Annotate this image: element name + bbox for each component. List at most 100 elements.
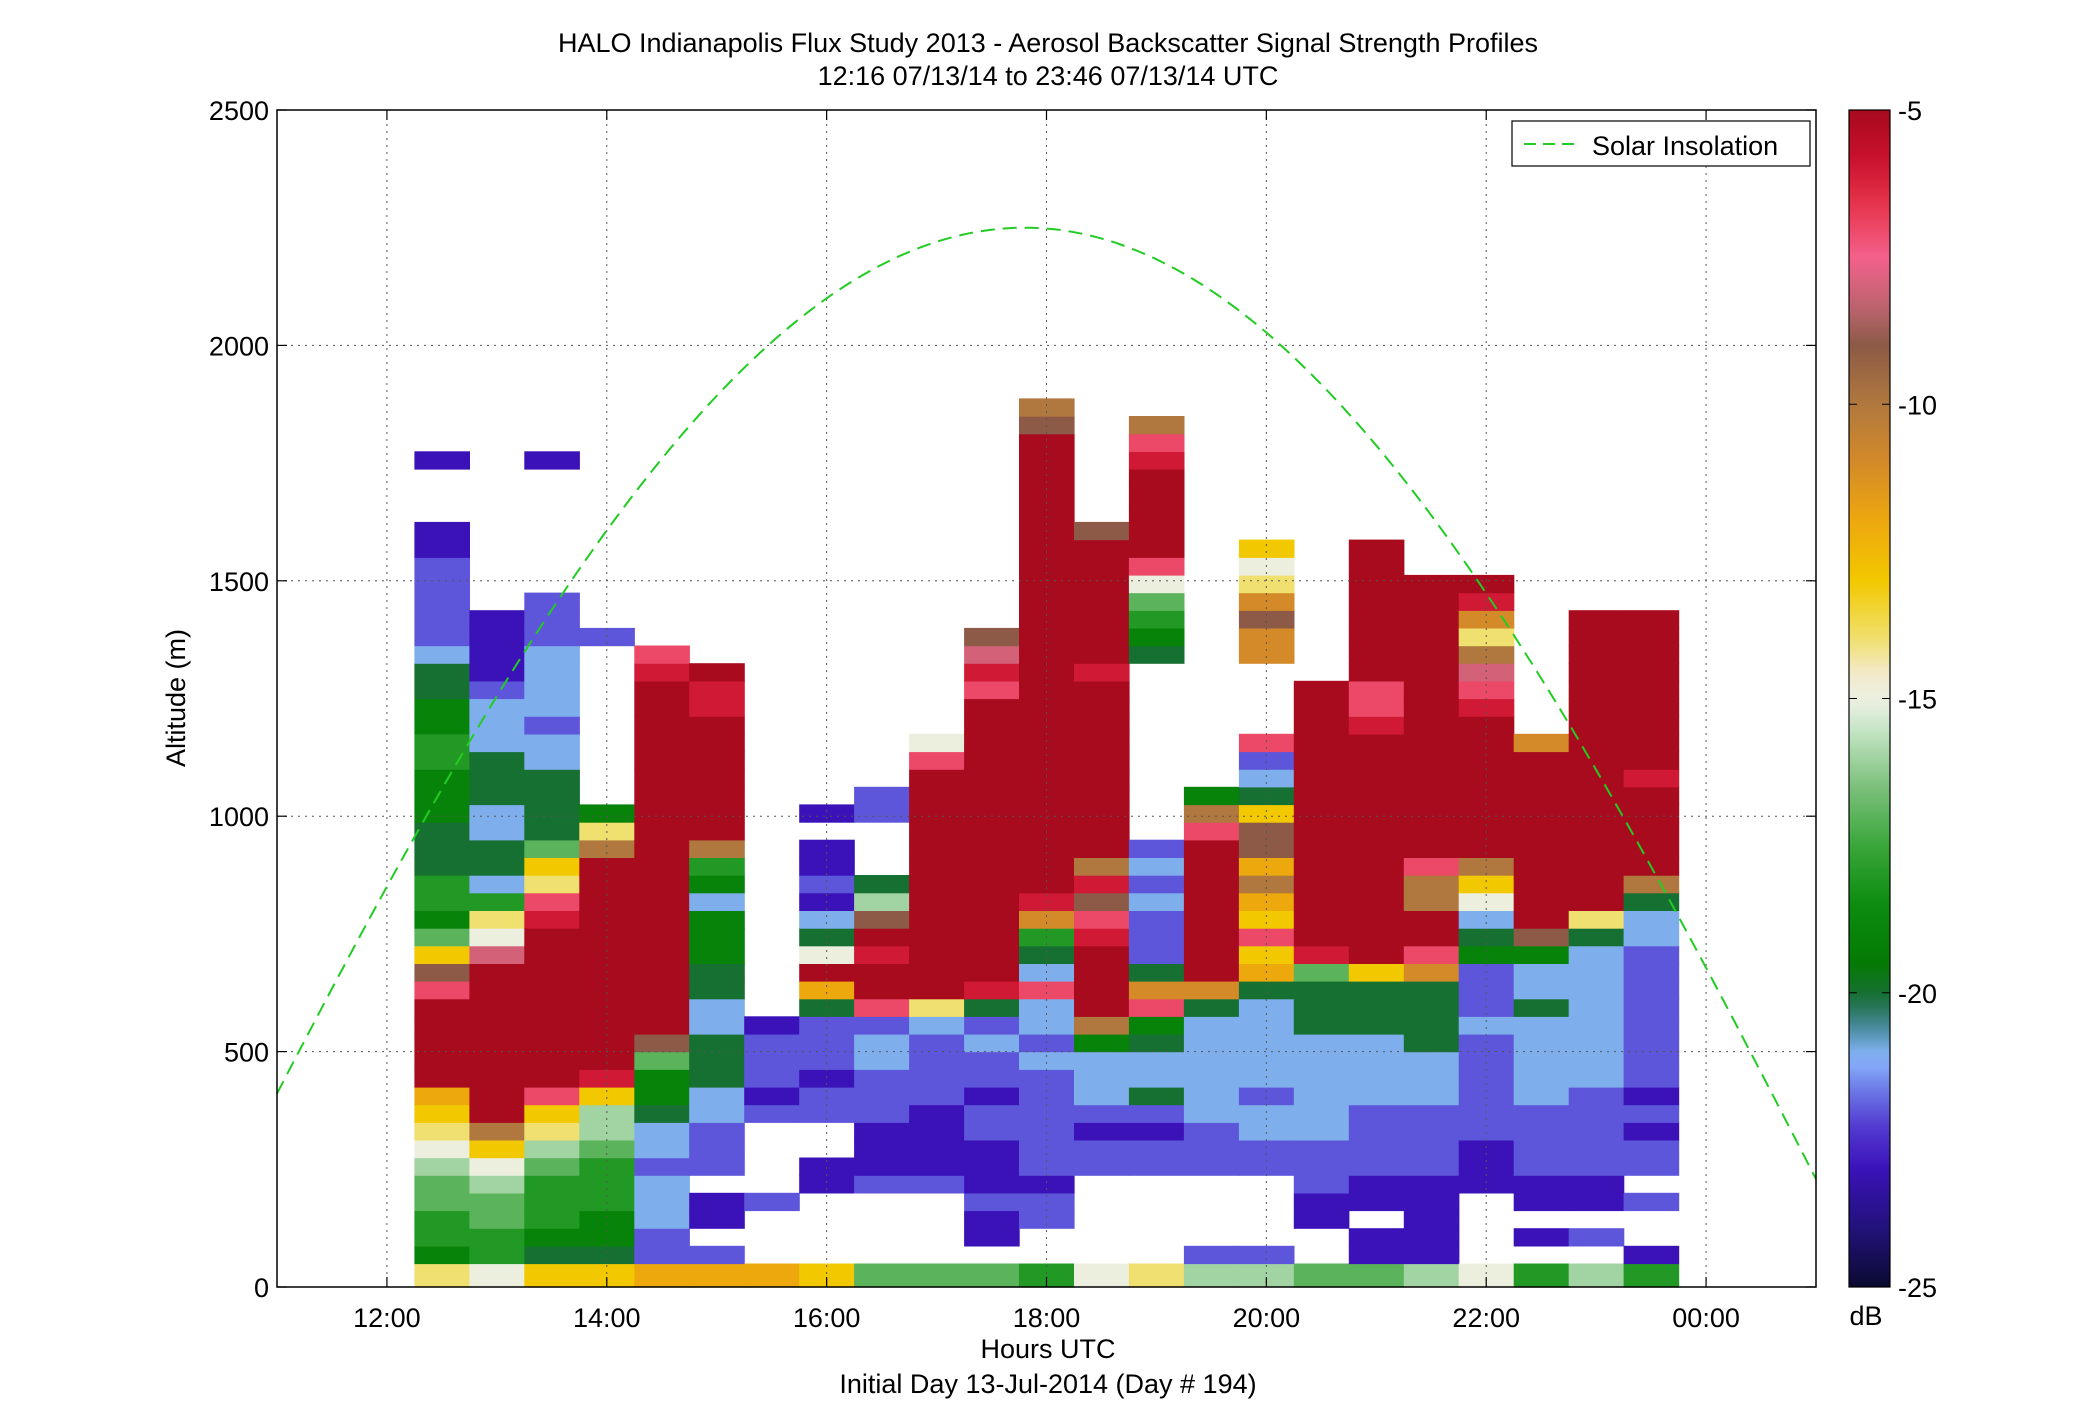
heatmap-cell bbox=[634, 1228, 690, 1247]
heatmap-cell bbox=[1348, 1175, 1405, 1194]
heatmap-cell bbox=[799, 1051, 855, 1070]
heatmap-cell bbox=[1074, 963, 1130, 982]
heatmap-cell bbox=[634, 804, 690, 823]
heatmap-cell bbox=[469, 786, 525, 806]
heatmap-cell bbox=[1623, 627, 1680, 647]
heatmap-cell bbox=[524, 910, 580, 929]
heatmap-cell bbox=[1074, 627, 1130, 647]
heatmap-cell bbox=[524, 751, 580, 770]
colorbar-tick-label: -15 bbox=[1898, 685, 1937, 715]
heatmap-cell bbox=[1623, 892, 1680, 911]
heatmap-cell bbox=[1513, 1033, 1570, 1053]
heatmap-cell bbox=[414, 822, 470, 841]
heatmap-cell bbox=[1348, 928, 1405, 947]
heatmap-cell bbox=[964, 928, 1020, 947]
heatmap-cell bbox=[1568, 1033, 1625, 1053]
heatmap-cell bbox=[1019, 910, 1075, 929]
heatmap-cell bbox=[909, 1122, 965, 1141]
heatmap-cell bbox=[579, 981, 635, 1000]
heatmap-cell bbox=[1293, 822, 1350, 841]
heatmap-cell bbox=[414, 1069, 470, 1088]
heatmap-cell bbox=[1074, 786, 1130, 806]
heatmap-cell bbox=[1348, 769, 1405, 788]
heatmap-cell bbox=[1623, 1245, 1680, 1265]
heatmap-cell bbox=[414, 1245, 470, 1265]
heatmap-cell bbox=[1403, 857, 1460, 876]
heatmap-cell bbox=[1293, 1263, 1350, 1288]
heatmap-cell bbox=[1128, 892, 1185, 911]
heatmap-cell bbox=[469, 963, 525, 982]
heatmap-cell bbox=[524, 998, 580, 1017]
heatmap-cell bbox=[689, 1122, 745, 1141]
heatmap-cell bbox=[1348, 892, 1405, 911]
heatmap-cell bbox=[414, 839, 470, 858]
heatmap-cell bbox=[1128, 521, 1185, 541]
heatmap-cell bbox=[1128, 945, 1185, 964]
heatmap-cell bbox=[1074, 857, 1130, 876]
heatmap-cell bbox=[964, 733, 1020, 753]
heatmap-cell bbox=[414, 786, 470, 806]
heatmap-cell bbox=[1348, 645, 1405, 664]
heatmap-cell bbox=[964, 680, 1020, 700]
heatmap-cell bbox=[1074, 1157, 1130, 1176]
heatmap-cell bbox=[1513, 1139, 1570, 1159]
heatmap-cell bbox=[469, 1122, 525, 1141]
heatmap-cell bbox=[579, 1157, 635, 1176]
heatmap-cell bbox=[799, 1175, 855, 1194]
heatmap-cell bbox=[1019, 1192, 1075, 1212]
heatmap-cell bbox=[1348, 963, 1405, 982]
heatmap-cell bbox=[964, 857, 1020, 876]
heatmap-cell bbox=[1348, 680, 1405, 700]
heatmap-cell bbox=[1568, 716, 1625, 735]
heatmap-cell bbox=[469, 610, 525, 629]
heatmap-cell bbox=[689, 1051, 745, 1070]
heatmap-cell bbox=[1128, 1086, 1185, 1106]
heatmap-cell bbox=[414, 1175, 470, 1194]
heatmap-cell bbox=[1458, 945, 1515, 964]
heatmap-cell bbox=[1128, 469, 1185, 488]
heatmap-cell bbox=[1403, 610, 1460, 629]
heatmap-cell bbox=[414, 1210, 470, 1229]
colorbar-tick-label: -5 bbox=[1898, 96, 1922, 126]
heatmap-cell bbox=[634, 822, 690, 841]
heatmap-cell bbox=[414, 1086, 470, 1106]
heatmap-cell bbox=[1293, 716, 1350, 735]
heatmap-cell bbox=[579, 1175, 635, 1194]
heatmap-cell bbox=[1074, 981, 1130, 1000]
heatmap-cell bbox=[414, 1139, 470, 1159]
heatmap-cell bbox=[909, 822, 965, 841]
heatmap-cell bbox=[469, 1104, 525, 1123]
heatmap-cell bbox=[1019, 769, 1075, 788]
heatmap-cell bbox=[1513, 875, 1570, 894]
heatmap-cell bbox=[1348, 875, 1405, 894]
heatmap-cell bbox=[1568, 804, 1625, 823]
heatmap-cell bbox=[964, 1210, 1020, 1229]
heatmap-cell bbox=[524, 1157, 580, 1176]
heatmap-cell bbox=[1019, 1210, 1075, 1229]
heatmap-cell bbox=[854, 945, 910, 964]
heatmap-cell bbox=[1183, 857, 1240, 876]
heatmap-cell bbox=[634, 733, 690, 753]
heatmap-cell bbox=[1019, 1086, 1075, 1106]
heatmap-cell bbox=[964, 663, 1020, 682]
heatmap-cell bbox=[634, 1192, 690, 1212]
heatmap-cell bbox=[1238, 786, 1295, 806]
heatmap-cell bbox=[1348, 822, 1405, 841]
heatmap-cell bbox=[1623, 769, 1680, 788]
heatmap-cell bbox=[414, 857, 470, 876]
heatmap-cell bbox=[964, 786, 1020, 806]
y-tick-label: 1500 bbox=[209, 567, 269, 597]
heatmap-cell bbox=[1128, 1104, 1185, 1123]
heatmap-cell bbox=[1019, 1157, 1075, 1176]
heatmap-cell bbox=[1074, 945, 1130, 964]
heatmap-cell bbox=[744, 1016, 800, 1035]
heatmap-cell bbox=[1074, 1104, 1130, 1123]
heatmap-cell bbox=[909, 1263, 965, 1288]
heatmap-cell bbox=[1623, 822, 1680, 841]
heatmap-cell bbox=[1348, 663, 1405, 682]
heatmap-cell bbox=[1074, 539, 1130, 558]
heatmap-cell bbox=[799, 1086, 855, 1106]
heatmap-cell bbox=[689, 1139, 745, 1159]
heatmap-cell bbox=[1238, 945, 1295, 964]
heatmap-cell bbox=[634, 1157, 690, 1176]
